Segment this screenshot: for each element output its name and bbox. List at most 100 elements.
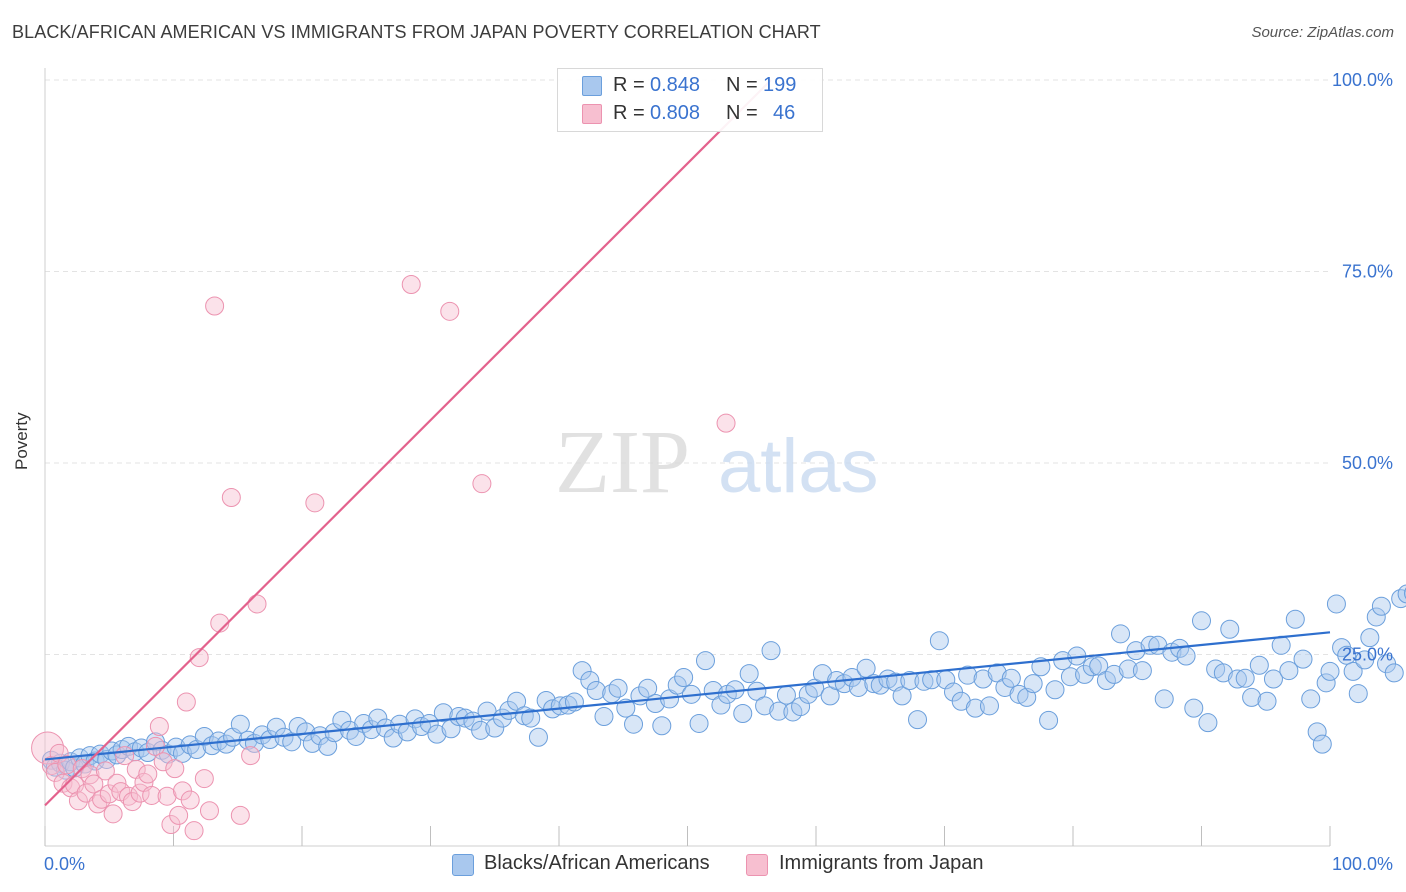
- data-point-japan: [80, 765, 100, 785]
- data-point-blacks: [652, 716, 672, 736]
- data-point-blacks: [864, 674, 884, 694]
- data-point-blacks: [638, 678, 658, 698]
- data-point-blacks: [427, 724, 447, 744]
- data-point-blacks: [958, 665, 978, 685]
- data-point-blacks: [689, 713, 709, 733]
- trend-line-japan: [44, 79, 772, 807]
- data-point-japan: [221, 487, 241, 507]
- data-point-blacks: [1384, 663, 1404, 683]
- data-point-blacks: [703, 681, 723, 701]
- data-point-blacks: [733, 703, 753, 723]
- data-point-japan: [68, 791, 88, 811]
- data-point-blacks: [1198, 713, 1218, 733]
- data-point-blacks: [965, 698, 985, 718]
- legend-r-value: 0.848: [650, 74, 701, 96]
- data-point-blacks: [616, 698, 636, 718]
- data-point-japan: [103, 804, 123, 824]
- data-point-japan: [119, 786, 139, 806]
- legend-row-japan: R = 0.808 N = 46: [558, 100, 822, 128]
- data-point-japan: [184, 821, 204, 841]
- data-point-blacks: [900, 671, 920, 691]
- watermark-zip: ZIP: [555, 413, 690, 512]
- trend-line-blacks: [44, 631, 1331, 761]
- data-point-blacks: [1371, 596, 1391, 616]
- watermark-atlas: atlas: [718, 424, 879, 509]
- data-point-blacks: [624, 714, 644, 734]
- data-point-blacks: [260, 730, 280, 750]
- legend-n-label: N =: [726, 74, 758, 96]
- data-point-japan: [440, 301, 460, 321]
- bottom-legend-label-blacks: Blacks/African Americans: [484, 852, 710, 874]
- data-point-japan: [241, 746, 261, 766]
- data-point-japan: [716, 413, 736, 433]
- data-point-japan: [45, 762, 65, 782]
- data-point-blacks: [1301, 689, 1321, 709]
- bottom-legend-label-japan: Immigrants from Japan: [779, 852, 984, 874]
- series-blacks-points: [41, 584, 1406, 780]
- legend-row-blacks: R = 0.848 N = 199: [558, 72, 822, 100]
- data-point-blacks: [761, 641, 781, 661]
- data-point-blacks: [769, 701, 789, 721]
- data-point-blacks: [1045, 680, 1065, 700]
- data-point-blacks: [711, 695, 731, 715]
- data-point-japan: [194, 769, 214, 789]
- data-point-blacks: [550, 696, 570, 716]
- data-point-blacks: [1082, 657, 1102, 677]
- data-point-blacks: [747, 681, 767, 701]
- gridlines: [45, 79, 1330, 655]
- trend-lines: [44, 79, 1331, 807]
- data-point-japan: [130, 783, 150, 803]
- data-point-blacks: [376, 718, 396, 738]
- data-point-blacks: [361, 720, 381, 740]
- data-point-blacks: [471, 720, 491, 740]
- data-point-blacks: [1360, 628, 1380, 648]
- x-tick-label-min: 0.0%: [44, 854, 85, 874]
- data-point-blacks: [1089, 656, 1109, 676]
- data-point-blacks: [419, 713, 439, 733]
- data-point-blacks: [1242, 687, 1262, 707]
- data-point-japan: [146, 736, 166, 756]
- data-point-japan: [31, 731, 65, 765]
- data-point-blacks: [1343, 661, 1363, 681]
- data-point-blacks: [1075, 664, 1095, 684]
- data-point-blacks: [230, 714, 250, 734]
- tick-labels: 25.0% 50.0% 75.0% 100.0% 0.0% 100.0%: [44, 70, 1393, 874]
- data-point-blacks: [1060, 667, 1080, 687]
- data-point-blacks: [1285, 609, 1305, 629]
- y-tick-label: 25.0%: [1342, 645, 1393, 665]
- data-point-blacks: [1227, 669, 1247, 689]
- data-point-japan: [247, 594, 267, 614]
- legend-n-value: 199: [763, 74, 797, 96]
- data-point-blacks: [973, 669, 993, 689]
- data-point-blacks: [1192, 611, 1211, 631]
- data-point-blacks: [1096, 671, 1116, 691]
- source-credit: Source: ZipAtlas.com: [1251, 24, 1394, 41]
- data-point-blacks: [1176, 646, 1196, 666]
- data-point-blacks: [674, 667, 694, 687]
- data-point-blacks: [485, 718, 505, 738]
- data-point-japan: [157, 786, 177, 806]
- data-point-blacks: [1355, 650, 1375, 670]
- data-point-blacks: [1039, 710, 1059, 730]
- data-point-blacks: [1279, 661, 1299, 681]
- data-point-japan: [230, 805, 250, 825]
- data-point-blacks: [1118, 659, 1138, 679]
- data-point-blacks: [608, 678, 628, 698]
- legend-swatch-blue: [582, 76, 602, 96]
- data-point-blacks: [507, 691, 527, 711]
- bottom-legend: Blacks/African Americans Immigrants from…: [0, 852, 1406, 876]
- data-point-blacks: [1348, 684, 1368, 704]
- data-point-japan: [165, 759, 185, 779]
- data-point-blacks: [1009, 684, 1029, 704]
- data-point-blacks: [908, 710, 928, 730]
- data-point-blacks: [1366, 607, 1386, 627]
- data-point-japan: [205, 296, 225, 316]
- data-point-blacks: [1397, 584, 1406, 604]
- data-point-blacks: [1320, 661, 1340, 681]
- data-point-blacks: [755, 696, 775, 716]
- data-point-blacks: [1337, 645, 1357, 665]
- data-point-japan: [142, 785, 162, 805]
- data-point-japan: [472, 474, 492, 494]
- x-tick-label-max: 100.0%: [1332, 854, 1393, 874]
